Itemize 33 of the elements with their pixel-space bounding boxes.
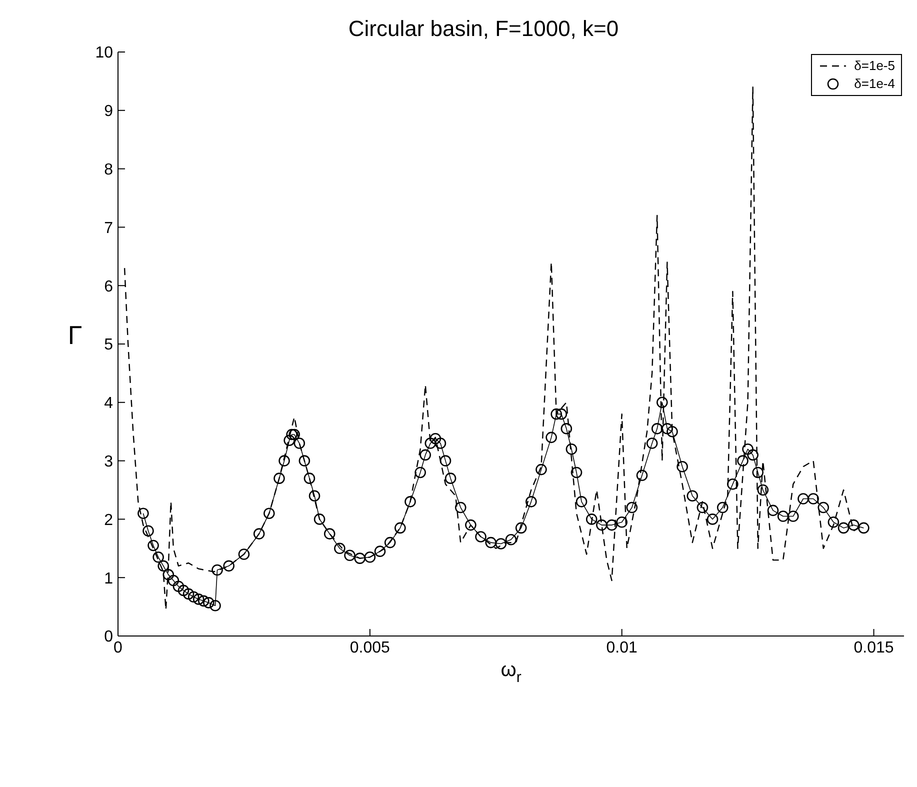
y-tick-label: 3 bbox=[104, 453, 114, 470]
y-tick-label: 5 bbox=[104, 336, 114, 354]
y-tick-label: 10 bbox=[95, 44, 114, 62]
point bbox=[364, 552, 376, 563]
y-axis-title: Γ bbox=[68, 320, 82, 350]
point bbox=[404, 496, 416, 508]
x-tick-label: 0.015 bbox=[854, 639, 894, 656]
point bbox=[394, 522, 406, 534]
point bbox=[354, 552, 366, 564]
point bbox=[465, 519, 476, 531]
point bbox=[294, 438, 306, 449]
legend-label: δ=1e-4 bbox=[854, 75, 895, 93]
x-tick-label: 0.005 bbox=[350, 639, 390, 656]
x-axis-title: ω$_{r}$ bbox=[500, 659, 522, 686]
point bbox=[304, 472, 316, 484]
point bbox=[475, 531, 486, 542]
point bbox=[253, 528, 265, 540]
point bbox=[314, 514, 326, 525]
y-tick-label: 1 bbox=[104, 570, 114, 588]
y-tick-label: 4 bbox=[104, 395, 114, 412]
legend-label: δ=1e-5 bbox=[854, 57, 895, 75]
point bbox=[223, 560, 234, 572]
point bbox=[238, 548, 250, 560]
point bbox=[274, 472, 285, 484]
y-tick-label: 7 bbox=[104, 220, 114, 237]
point bbox=[264, 508, 275, 520]
x-tick-label: 0.01 bbox=[606, 639, 638, 656]
chart-title: Circular basin, F=1000, k=0 bbox=[348, 16, 619, 41]
y-tick-label: 6 bbox=[104, 278, 114, 296]
y-tick-label: 2 bbox=[104, 512, 114, 529]
y-tick-label: 8 bbox=[104, 161, 114, 178]
point bbox=[324, 528, 336, 540]
y-tick-label: 9 bbox=[104, 103, 114, 120]
